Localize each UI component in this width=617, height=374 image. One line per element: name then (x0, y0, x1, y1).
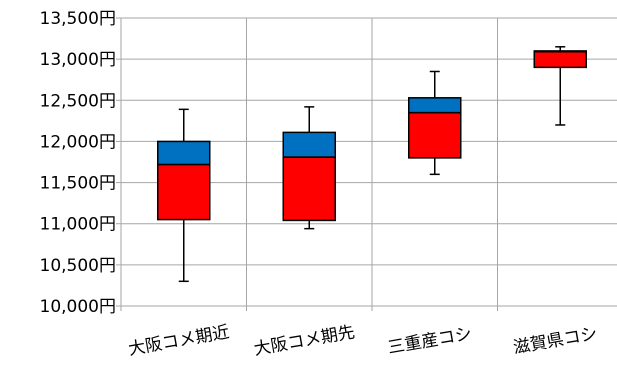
box-lower-segment (157, 163, 211, 221)
box-1 (157, 108, 211, 283)
box-upper-segment (282, 131, 336, 158)
y-tick-label: 13,500円 (40, 9, 116, 29)
y-tick-label: 10,500円 (40, 256, 116, 276)
box-upper-segment (408, 97, 462, 114)
y-axis-ticks: 10,000円 10,500円 11,000円 11,500円 12,000円 12,50… (40, 9, 116, 317)
x-category-label: 大阪コメ期近 (127, 322, 231, 359)
y-tick-label: 10,000円 (40, 297, 116, 317)
y-tick-label: 11,000円 (40, 215, 116, 235)
y-tick-label: 12,500円 (40, 91, 116, 111)
box-3 (408, 70, 462, 176)
y-tick-label: 13,000円 (40, 50, 116, 70)
box-upper-segment (533, 50, 587, 53)
x-axis-labels: 大阪コメ期近 大阪コメ期先 三重産コシ 滋賀県コシ (127, 322, 599, 359)
y-tick-label: 12,000円 (40, 132, 116, 152)
box-4 (533, 46, 587, 126)
box-upper-segment (157, 140, 211, 166)
boxes (157, 46, 587, 283)
box-lower-segment (533, 50, 587, 69)
x-category-label: 三重産コシ (386, 324, 473, 358)
box-lower-segment (408, 111, 462, 159)
x-category-label: 大阪コメ期先 (252, 322, 356, 359)
box-2 (282, 106, 336, 230)
box-lower-segment (282, 156, 336, 222)
x-category-label: 滋賀県コシ (512, 324, 599, 358)
y-tick-label: 11,500円 (40, 174, 116, 194)
